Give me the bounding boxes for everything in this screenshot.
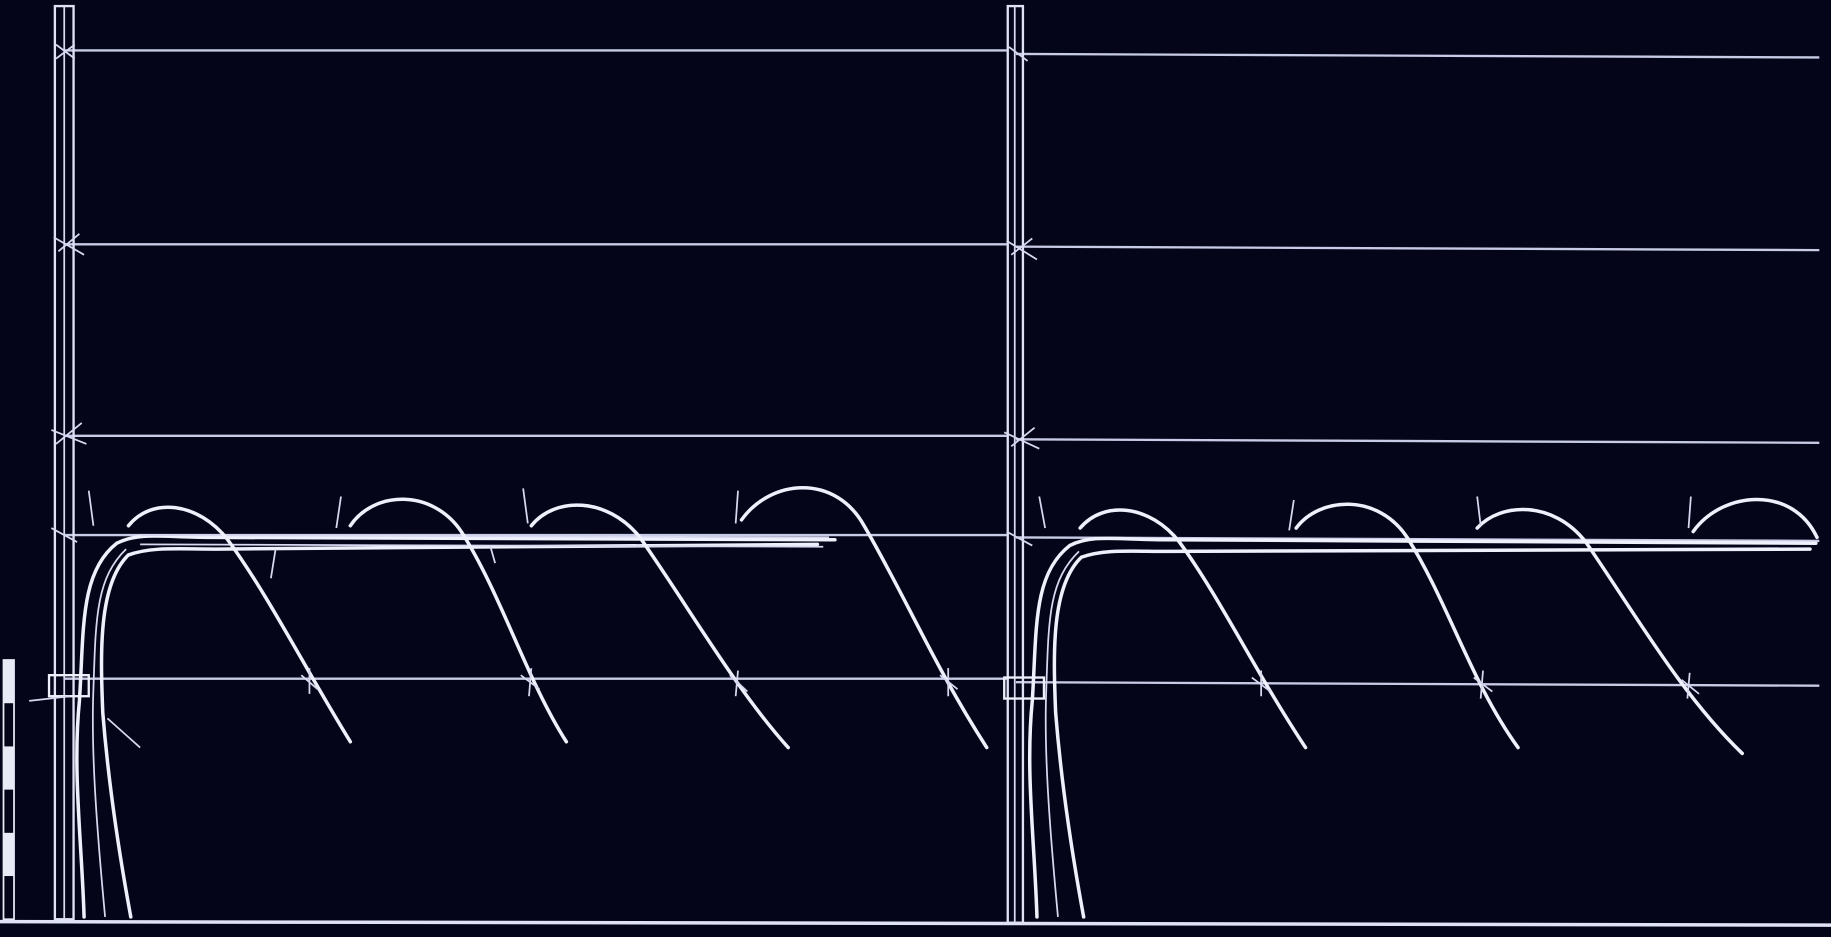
scale-bar-segment <box>4 660 15 703</box>
trellis-drawing <box>0 0 1831 937</box>
background <box>0 0 1831 937</box>
scale-bar-segment <box>4 746 15 789</box>
scale-bar-segment <box>4 833 15 876</box>
page: (() => { const data = JSON.parse(documen… <box>0 0 1831 937</box>
